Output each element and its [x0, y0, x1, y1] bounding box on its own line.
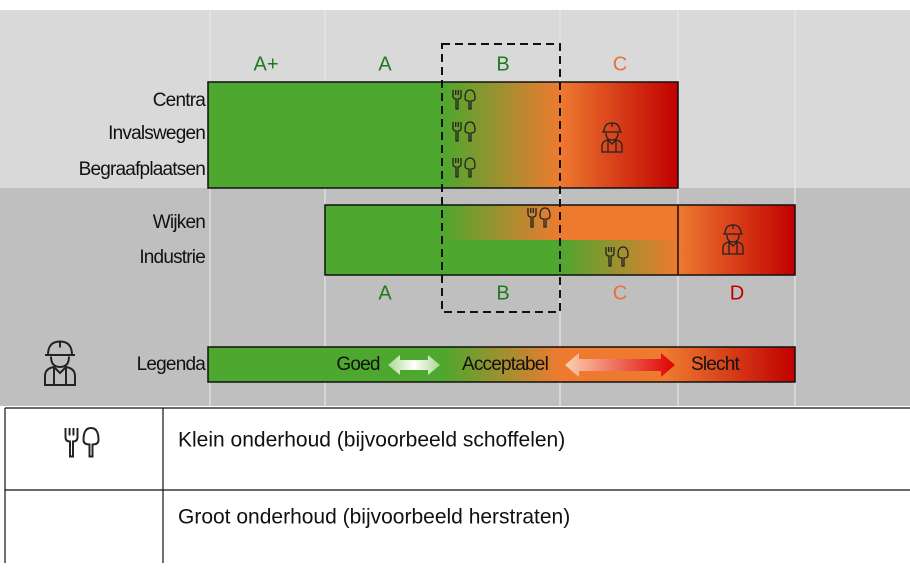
legend-good: Goed — [336, 354, 380, 375]
row-label: Centra — [153, 90, 206, 111]
level: A — [378, 53, 392, 75]
legend-bar — [207, 346, 796, 383]
level: B — [496, 53, 509, 75]
level: B — [496, 282, 509, 304]
bar-bottom — [324, 204, 796, 276]
legend-title: Legenda — [137, 354, 207, 375]
table-grid — [4, 407, 910, 563]
table-cell: Groot onderhoud (bijvoorbeeld herstraten… — [178, 506, 570, 529]
legend-bad: Slecht — [691, 354, 741, 375]
table-cell: Klein onderhoud (bijvoorbeeld schoffelen… — [178, 429, 565, 452]
level: C — [613, 53, 627, 75]
legend-acceptable: Acceptabel — [462, 354, 548, 375]
level: A — [378, 282, 392, 304]
bar-top — [207, 81, 679, 189]
level: A+ — [253, 53, 278, 75]
row-label: Wijken — [153, 212, 205, 233]
level: C — [613, 282, 627, 304]
focus-box — [441, 43, 561, 313]
level: D — [730, 282, 744, 304]
row-label: Industrie — [139, 247, 205, 268]
row-label: Invalswegen — [108, 123, 205, 144]
row-label: Begraafplaatsen — [79, 159, 206, 180]
